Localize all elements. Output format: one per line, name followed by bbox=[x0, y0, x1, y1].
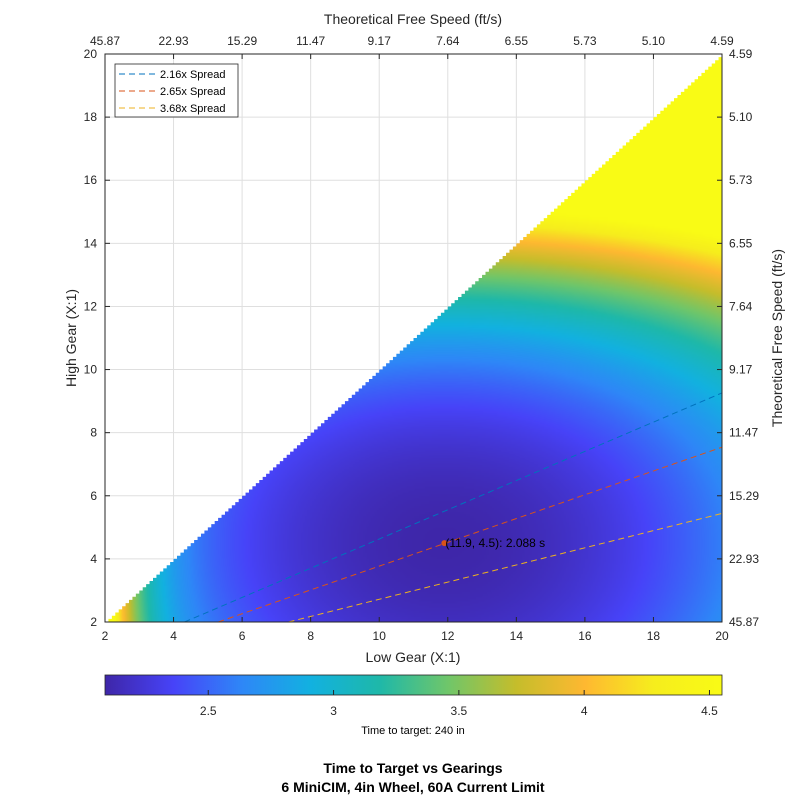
y2-axis-label: Theoretical Free Speed (ft/s) bbox=[769, 249, 785, 427]
y2-tick-label: 15.29 bbox=[729, 489, 759, 503]
x-tick-labels: 2 4 6 8 10 12 14 16 18 20 bbox=[102, 629, 729, 643]
legend-entry: 3.68x Spread bbox=[160, 103, 225, 115]
x-tick-label: 4 bbox=[170, 629, 177, 643]
y-tick-label: 4 bbox=[90, 552, 97, 566]
y2-tick-label: 5.73 bbox=[729, 173, 753, 187]
y-tick-label: 14 bbox=[84, 236, 98, 250]
y2-tick-label: 22.93 bbox=[729, 552, 759, 566]
colorbar-label: Time to target: 240 in bbox=[361, 725, 465, 737]
y-tick-label: 18 bbox=[84, 110, 98, 124]
axes-frame bbox=[104, 53, 723, 623]
y2-tick-label: 9.17 bbox=[729, 363, 753, 377]
legend: 2.16x Spread 2.65x Spread 3.68x Spread bbox=[114, 63, 239, 118]
y-tick-label: 10 bbox=[84, 363, 98, 377]
y2-tick-labels: 45.87 22.93 15.29 11.47 9.17 7.64 6.55 5.73 5.10… bbox=[729, 47, 759, 629]
x2-tick-label: 45.87 bbox=[90, 34, 120, 48]
x2-tick-label: 5.10 bbox=[642, 34, 666, 48]
x2-tick-label: 11.47 bbox=[296, 34, 325, 48]
x-tick-label: 12 bbox=[441, 629, 455, 643]
x-tick-label: 6 bbox=[239, 629, 246, 643]
legend-entry: 2.65x Spread bbox=[160, 86, 225, 98]
colorbar: 2.5 3 3.5 4 4.5 Time to target: 240 in bbox=[104, 674, 723, 737]
colorbar-tick-label: 3.5 bbox=[451, 704, 468, 718]
colorbar-tick-label: 4.5 bbox=[701, 704, 718, 718]
spread-line bbox=[218, 446, 723, 623]
colorbar-ticks: 2.5 3 3.5 4 4.5 bbox=[200, 690, 718, 718]
x2-tick-label: 7.64 bbox=[436, 34, 460, 48]
x2-tick-label: 9.17 bbox=[368, 34, 392, 48]
x-tick-label: 14 bbox=[510, 629, 524, 643]
chart-title-line-2: 6 MiniCIM, 4in Wheel, 60A Current Limit bbox=[281, 779, 545, 795]
y2-tick-label: 7.64 bbox=[729, 299, 753, 313]
y2-tick-label: 11.47 bbox=[729, 426, 758, 440]
y-axis-label: High Gear (X:1) bbox=[63, 289, 79, 387]
colorbar-tick-label: 3 bbox=[330, 704, 337, 718]
y-tick-label: 16 bbox=[84, 173, 98, 187]
x2-tick-label: 6.55 bbox=[505, 34, 529, 48]
y-tick-label: 6 bbox=[90, 489, 97, 503]
x2-tick-labels: 45.87 22.93 15.29 11.47 9.17 7.64 6.55 5.73 5.10… bbox=[90, 34, 734, 48]
x-tick-label: 2 bbox=[102, 629, 109, 643]
x-tick-label: 16 bbox=[578, 629, 592, 643]
y2-tick-label: 45.87 bbox=[729, 615, 759, 629]
x-tick-label: 18 bbox=[647, 629, 661, 643]
y-tick-label: 8 bbox=[90, 426, 97, 440]
legend-entry: 2.16x Spread bbox=[160, 69, 225, 81]
y-tick-label: 20 bbox=[84, 47, 98, 61]
x2-tick-label: 15.29 bbox=[227, 34, 257, 48]
y-tick-label: 2 bbox=[90, 615, 97, 629]
colorbar-bar bbox=[104, 674, 723, 696]
x2-tick-label: 22.93 bbox=[159, 34, 189, 48]
spread-lines bbox=[184, 392, 723, 623]
chart-title-line-1: Time to Target vs Gearings bbox=[323, 760, 502, 776]
spread-line bbox=[184, 392, 723, 623]
y2-tick-label: 5.10 bbox=[729, 110, 753, 124]
y-tick-label: 12 bbox=[84, 299, 98, 313]
x-axis-label: Low Gear (X:1) bbox=[366, 649, 461, 665]
x-tick-label: 20 bbox=[715, 629, 729, 643]
x2-tick-label: 4.59 bbox=[710, 34, 734, 48]
y2-tick-label: 6.55 bbox=[729, 236, 753, 250]
x2-tick-label: 5.73 bbox=[573, 34, 597, 48]
annotation-marker bbox=[441, 540, 448, 547]
spread-line bbox=[288, 512, 723, 623]
legend-box bbox=[114, 63, 239, 118]
x-tick-label: 8 bbox=[307, 629, 314, 643]
x-tick-label: 10 bbox=[373, 629, 387, 643]
annotation: (11.9, 4.5): 2.088 s bbox=[441, 536, 545, 550]
y2-tick-label: 4.59 bbox=[729, 47, 753, 61]
colorbar-tick-label: 2.5 bbox=[200, 704, 217, 718]
x2-axis-label: Theoretical Free Speed (ft/s) bbox=[324, 11, 502, 27]
y-tick-labels: 2 4 6 8 10 12 14 16 18 20 bbox=[84, 47, 98, 629]
colorbar-tick-label: 4 bbox=[581, 704, 588, 718]
annotation-text: (11.9, 4.5): 2.088 s bbox=[445, 536, 545, 550]
